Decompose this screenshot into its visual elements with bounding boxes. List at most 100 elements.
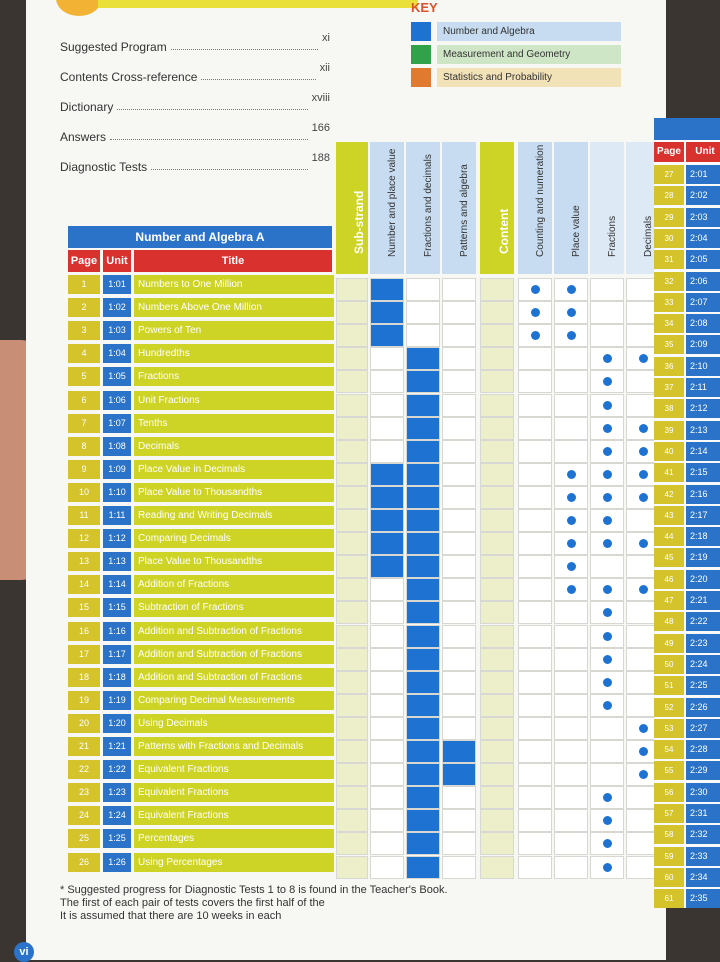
marker-dot	[602, 816, 612, 826]
right-row-unit: 2:06	[686, 271, 720, 291]
row-title: Comparing Decimals	[134, 529, 334, 549]
grid-cell	[442, 832, 476, 856]
right-row-unit: 2:16	[686, 484, 720, 504]
marker-dot	[602, 793, 612, 803]
right-table-row: 53 2:27	[654, 718, 720, 739]
grid-col-header: Counting and numeration	[518, 142, 552, 274]
grid-cell	[442, 485, 476, 509]
row-page: 6	[68, 390, 100, 410]
grid-cell	[336, 855, 368, 879]
grid-cell	[442, 370, 476, 394]
right-row-unit: 2:20	[686, 569, 720, 589]
grid-cell	[518, 832, 552, 856]
grid-cell	[336, 347, 368, 371]
leader-dots	[151, 169, 308, 170]
grid-cell	[518, 670, 552, 694]
grid-cell	[480, 370, 514, 394]
row-title: Addition of Fractions	[134, 575, 334, 595]
table-row: 10 1:10 Place Value to Thousandths	[68, 482, 334, 503]
right-row-page: 37	[654, 378, 684, 397]
grid-cell	[370, 809, 404, 833]
row-title: Numbers Above One Million	[134, 298, 334, 318]
right-row-unit: 2:26	[686, 697, 720, 717]
contents-row: Contents Cross-reference xii	[60, 54, 330, 84]
right-row-unit: 2:22	[686, 612, 720, 632]
grid-cell	[554, 624, 588, 648]
right-table-row: 30 2:04	[654, 228, 720, 249]
grid-cell	[442, 601, 476, 625]
page-number: vi	[14, 942, 34, 962]
row-title: Patterns with Fractions and Decimals	[134, 737, 334, 756]
right-row-page: 36	[654, 356, 684, 376]
row-title: Using Percentages	[134, 852, 334, 872]
grid-cell	[336, 647, 368, 671]
grid-cell	[590, 740, 624, 764]
right-row-unit: 2:23	[686, 633, 720, 653]
grid-cell	[336, 578, 368, 602]
grid-cell	[480, 601, 514, 625]
grid-cell	[336, 624, 368, 648]
right-row-page: 54	[654, 740, 684, 760]
grid-col-header: Place value	[554, 142, 588, 274]
row-page: 8	[68, 436, 100, 456]
right-row-page: 60	[654, 867, 684, 887]
grid-cell	[442, 786, 476, 810]
grid-cell	[442, 532, 476, 556]
right-row-unit: 2:12	[686, 399, 720, 419]
row-unit: 1:09	[103, 459, 131, 479]
grid-cell	[554, 347, 588, 371]
row-title: Equivalent Fractions	[134, 783, 334, 803]
grid-cell	[442, 416, 476, 440]
row-unit: 1:20	[103, 713, 131, 733]
grid-cell	[518, 370, 552, 394]
grid-cell	[406, 601, 440, 625]
grid-cell	[480, 693, 514, 717]
leader-dots	[170, 49, 319, 50]
grid-cell	[442, 693, 476, 717]
grid-cell	[554, 740, 588, 764]
yellow-strip	[98, 0, 418, 8]
right-row-page: 53	[654, 718, 684, 738]
key-label: Measurement and Geometry	[437, 45, 621, 64]
row-unit: 1:10	[103, 482, 131, 502]
right-table-row: 48 2:22	[654, 611, 720, 632]
row-unit: 1:01	[103, 275, 131, 294]
row-page: 12	[68, 529, 100, 549]
grid-cell	[336, 278, 368, 302]
row-page: 25	[68, 829, 100, 849]
row-unit: 1:04	[103, 344, 131, 364]
marker-dot	[566, 285, 576, 295]
grid-cell	[518, 532, 552, 556]
grid-cell	[480, 509, 514, 533]
right-row-page: 30	[654, 228, 684, 248]
row-page: 13	[68, 552, 100, 572]
grid-cell	[406, 670, 440, 694]
marker-dot	[602, 539, 612, 549]
grid-cell	[518, 509, 552, 533]
grid-cell	[518, 693, 552, 717]
marker-dot	[638, 469, 648, 479]
grid-cell	[442, 278, 476, 302]
grid-cell	[370, 301, 404, 325]
right-table-row: 43 2:17	[654, 505, 720, 526]
table-row: 26 1:26 Using Percentages	[68, 852, 334, 873]
grid-cell	[336, 763, 368, 787]
grid-cell	[370, 601, 404, 625]
grid-cell	[406, 393, 440, 417]
right-table-row: 56 2:30	[654, 782, 720, 803]
contents-row: Dictionary xviii	[60, 84, 330, 114]
right-row-page: 56	[654, 782, 684, 802]
right-row-page: 34	[654, 314, 684, 334]
grid-cell	[336, 439, 368, 463]
row-page: 22	[68, 760, 100, 780]
grid-cell	[590, 716, 624, 740]
right-row-unit: 2:35	[686, 889, 720, 909]
grid-cell	[406, 578, 440, 602]
right-row-page: 49	[654, 633, 684, 653]
grid-cell	[406, 763, 440, 787]
right-col-header-unit: Unit	[686, 142, 720, 162]
marker-dot	[602, 839, 612, 849]
marker-dot	[602, 654, 612, 664]
grid-cell	[406, 555, 440, 579]
row-unit: 1:14	[103, 575, 131, 595]
